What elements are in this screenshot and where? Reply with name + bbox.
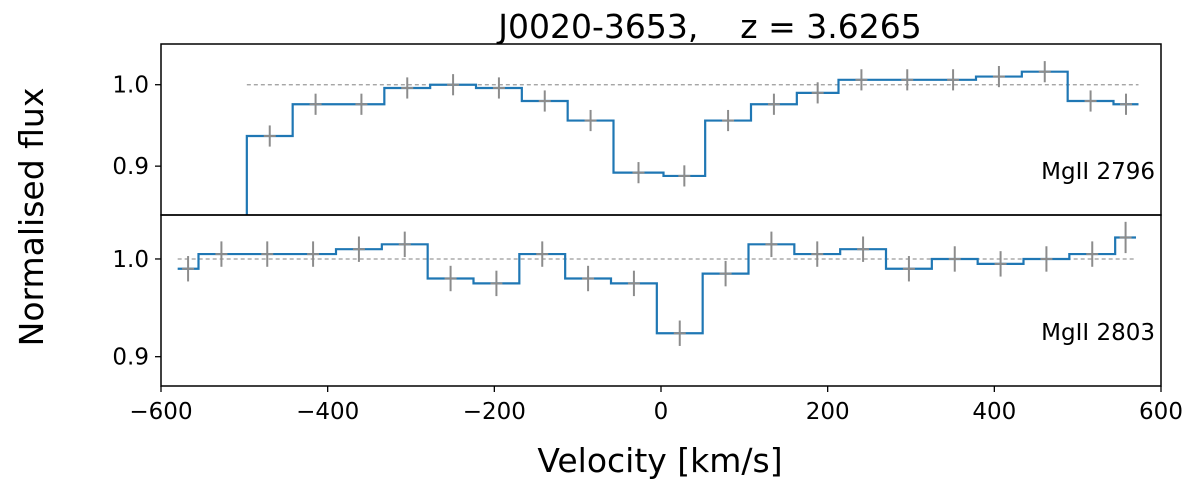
x-tick-label: 600 — [1139, 399, 1183, 425]
x-axis-label: Velocity [km/s] — [537, 441, 782, 480]
plot-area: 0.9 1.0 MgII 2796 0.9 1.0 MgII 2803 −600 −400 −2… — [112, 43, 1183, 425]
x-tick-label: 0 — [654, 399, 669, 425]
y-tick-label: 1.0 — [112, 247, 149, 273]
transition-label: MgII 2796 — [1041, 159, 1155, 185]
panel-2-frame — [160, 214, 1162, 387]
y-axis-label: Normalised flux — [12, 88, 51, 347]
x-tick-label: −600 — [129, 399, 192, 425]
panel-1-data — [245, 61, 1139, 215]
panel-2-data — [177, 221, 1136, 346]
y-tick-label: 0.9 — [112, 154, 149, 180]
x-tick-label: −200 — [463, 399, 526, 425]
panel-1-frame — [160, 43, 1162, 216]
flux-step-line — [245, 70, 1139, 215]
transition-label: MgII 2803 — [1041, 320, 1155, 346]
y-tick-label: 0.9 — [112, 345, 149, 371]
flux-step-line — [177, 236, 1136, 335]
x-tick-label: 200 — [806, 399, 850, 425]
x-tick-label: 400 — [972, 399, 1016, 425]
y-tick-label: 1.0 — [112, 73, 149, 99]
x-tick-label: −400 — [296, 399, 359, 425]
chart-title: J0020-3653, z = 3.6265 — [496, 7, 921, 46]
